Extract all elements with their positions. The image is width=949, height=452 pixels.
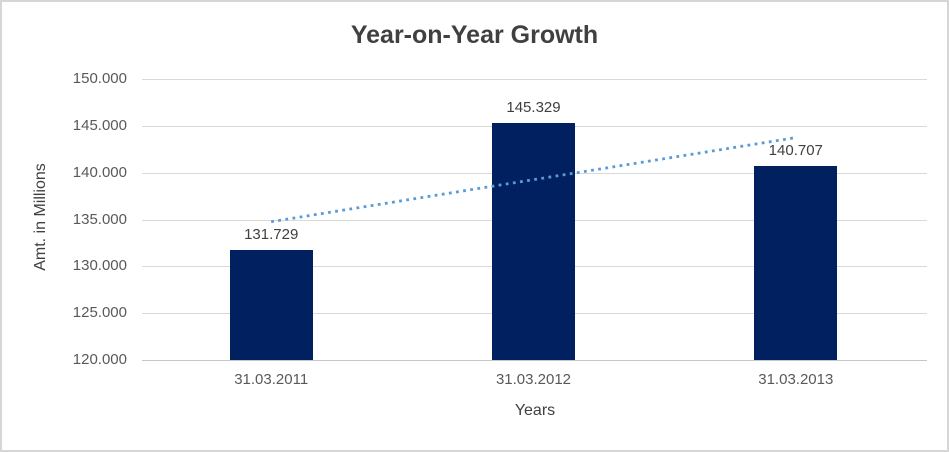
bar-data-label: 140.707 — [768, 142, 823, 159]
bar-data-label: 131.729 — [244, 226, 299, 244]
bar — [754, 166, 838, 360]
x-axis-tick-label: 31.03.2012 — [495, 371, 572, 388]
y-axis-tick-label: 120.000 — [72, 351, 127, 368]
x-axis-title: Years — [514, 402, 556, 419]
y-axis-tick-label: 125.000 — [72, 304, 127, 321]
chart-title: Year-on-Year Growth — [350, 21, 599, 49]
y-axis-tick-label: 150.000 — [72, 70, 127, 87]
y-axis-tick-label: 145.000 — [72, 117, 127, 134]
x-axis-tick-label: 31.03.2011 — [234, 371, 309, 388]
y-axis-tick-label: 130.000 — [72, 257, 127, 274]
y-axis-tick-label: 135.000 — [72, 211, 127, 228]
bar — [492, 122, 575, 360]
x-axis-tick-label: 31.03.2013 — [758, 371, 834, 388]
gridline — [142, 360, 927, 361]
bar-data-label: 145.329 — [506, 98, 561, 116]
bar — [229, 250, 313, 360]
y-axis-tick-label: 140.000 — [72, 164, 127, 181]
gridline — [142, 79, 927, 80]
